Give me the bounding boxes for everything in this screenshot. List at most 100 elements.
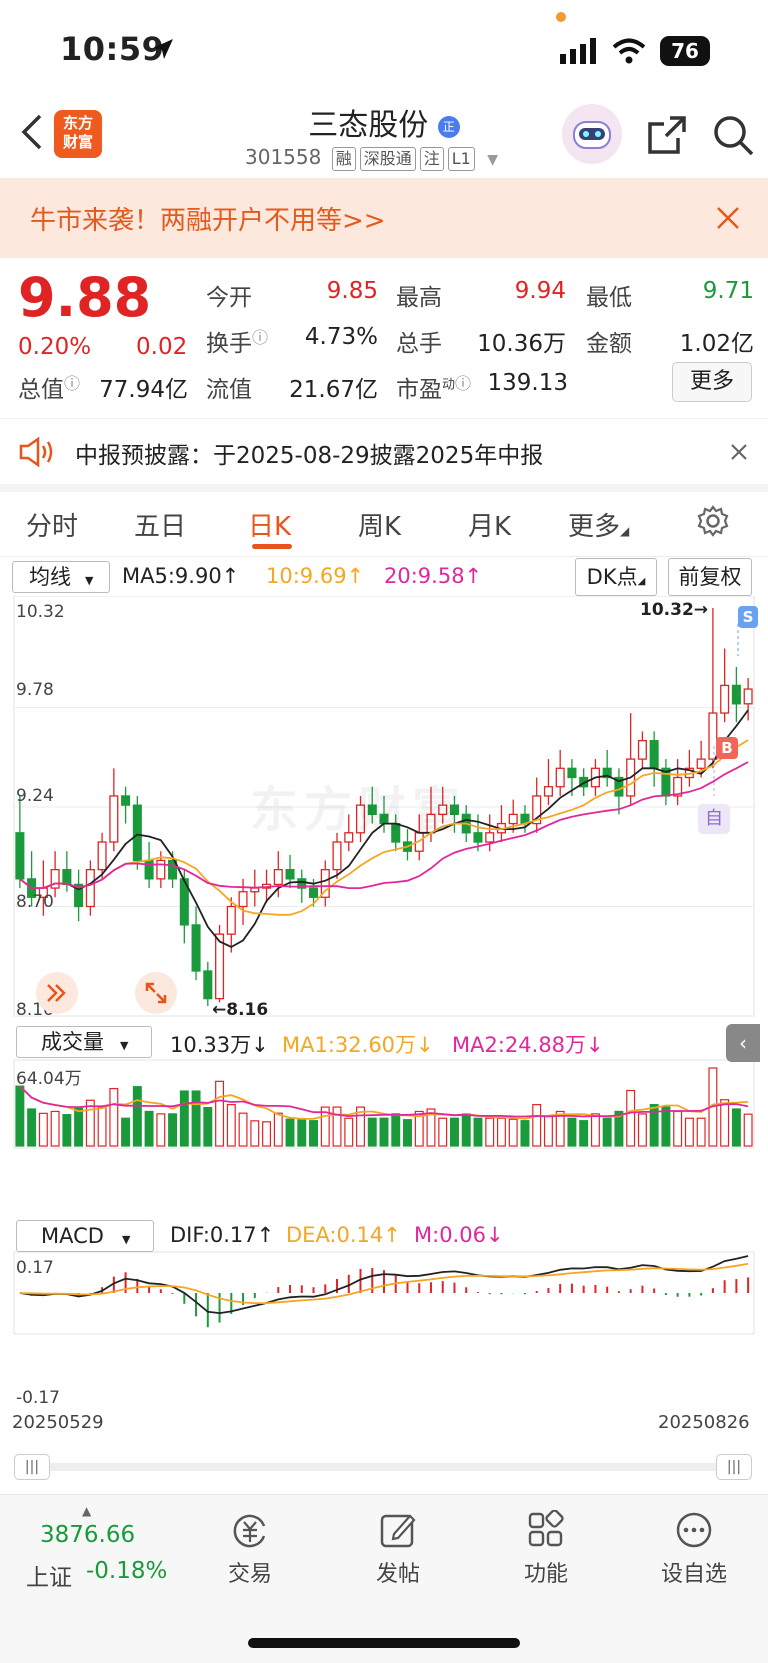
change-pct: 0.20% [18, 334, 92, 360]
y-label-1: 10.32 [16, 602, 65, 622]
sell-marker[interactable]: S [738, 606, 758, 628]
min-price-label: ←8.16 [212, 1000, 269, 1020]
volume-bar [579, 1120, 589, 1147]
float-label: 流值 [206, 377, 252, 403]
candle-body [250, 887, 260, 893]
macd-select-label: MACD [41, 1224, 104, 1248]
fullscreen-icon[interactable] [135, 972, 177, 1014]
volume-bar [637, 1113, 647, 1147]
index-value[interactable]: 3876.66 [40, 1522, 136, 1548]
robot-assistant-icon[interactable] [562, 104, 622, 164]
trade-label: 交易 [227, 1562, 272, 1587]
macd-panel-frame [13, 1251, 755, 1335]
volume-bar [743, 1113, 753, 1147]
volume-bar [391, 1113, 401, 1147]
close-icon[interactable] [716, 206, 740, 234]
index-change[interactable]: -0.18% [86, 1558, 168, 1584]
volume-bar [38, 1112, 48, 1147]
low-label: 最低 [586, 285, 632, 311]
volume-bar [320, 1106, 330, 1147]
post-button[interactable]: 发帖 [348, 1510, 448, 1588]
candle-body [74, 883, 84, 908]
candle-body [85, 868, 95, 908]
volume-bar [121, 1117, 131, 1147]
promo-banner-text[interactable]: 牛市来袭！两融开户不用等>> [30, 206, 386, 236]
search-icon[interactable] [712, 114, 756, 162]
volume-bar [438, 1117, 448, 1147]
range-handle-right[interactable]: ||| [716, 1454, 752, 1480]
tag-margin: 融 [331, 147, 356, 171]
volume-bar [731, 1108, 741, 1147]
self-marker[interactable]: 自 [698, 804, 730, 834]
tab-weekly-k[interactable]: 周K [358, 512, 402, 542]
share-icon[interactable] [646, 114, 688, 160]
volume-bar [262, 1121, 272, 1147]
candle-body [297, 878, 307, 889]
start-date: 20250529 [12, 1412, 104, 1433]
add-watchlist-button[interactable]: 设自选 [644, 1510, 744, 1588]
candle-body [97, 841, 107, 871]
stock-name-text: 三态股份 [308, 108, 429, 143]
candle-body [543, 786, 553, 797]
ma-select[interactable]: 均线 ▼ [12, 561, 110, 593]
max-price-label: 10.32→ [640, 600, 709, 620]
candle-body [273, 868, 283, 886]
volume-bar [50, 1110, 60, 1147]
battery-level: 76 [671, 39, 699, 63]
candle-body [473, 832, 483, 843]
index-name[interactable]: 上证 [26, 1565, 72, 1591]
tab-more[interactable]: 更多◢ [568, 506, 629, 543]
expand-left-button[interactable] [36, 972, 78, 1014]
title-badge: 正 [437, 115, 460, 138]
low-value: 9.71 [702, 278, 754, 304]
candle-body [731, 684, 741, 705]
trade-icon [233, 1514, 266, 1548]
volume-bar [132, 1086, 142, 1147]
open-label: 今开 [206, 285, 252, 311]
chevron-down-icon[interactable]: ▼ [487, 152, 498, 168]
volume-bar [285, 1118, 295, 1147]
candle-body [649, 740, 659, 769]
macd-select[interactable]: MACD ▼ [16, 1220, 154, 1252]
volume-select[interactable]: 成交量 ▼ [16, 1026, 152, 1058]
notice-text[interactable]: 中报预披露：于2025-08-29披露2025年中报 [75, 443, 544, 469]
volume-bar [74, 1107, 84, 1147]
tab-five-day[interactable]: 五日 [134, 512, 187, 542]
mktcap-value: 77.94亿 [99, 377, 188, 403]
tab-intraday[interactable]: 分时 [26, 512, 79, 542]
more-button[interactable]: 更多 [672, 362, 752, 402]
buy-marker[interactable]: B [716, 737, 738, 759]
promo-banner[interactable] [0, 178, 768, 258]
turnover-label: 换手ⓘ [206, 324, 268, 358]
volume-bar [403, 1119, 412, 1147]
divider [0, 484, 768, 492]
close-icon[interactable] [730, 443, 748, 465]
volume-bar [238, 1112, 248, 1147]
tab-daily-k[interactable]: 日K [248, 512, 292, 542]
range-handle-left[interactable]: ||| [14, 1454, 50, 1480]
candle-body [555, 767, 565, 788]
settings-icon[interactable] [696, 504, 730, 542]
back-icon[interactable] [18, 112, 44, 156]
volume-bar [614, 1110, 624, 1147]
volume-bar [97, 1106, 107, 1147]
info-icon[interactable]: ⓘ [252, 328, 269, 347]
ma10-value: 10:9.69↑ [266, 564, 365, 588]
mktcap-label: 总值ⓘ [18, 370, 80, 404]
candle-body [109, 795, 119, 843]
info-icon[interactable]: ⓘ [64, 374, 81, 393]
watermark: 东方财富 [250, 782, 467, 838]
collapse-panel-button[interactable]: ‹ [726, 1024, 760, 1062]
trade-button[interactable]: 交易 [200, 1510, 300, 1588]
info-icon[interactable]: ⓘ [455, 374, 472, 393]
range-scrollbar[interactable] [30, 1463, 730, 1471]
dk-button[interactable]: DK点◢ [575, 558, 657, 596]
adjust-button[interactable]: 前复权 [668, 558, 752, 596]
function-button[interactable]: 功能 [496, 1509, 596, 1588]
tab-monthly-k[interactable]: 月K [468, 512, 512, 542]
volume-bar [684, 1117, 694, 1147]
pe-sup: 动 [442, 377, 456, 393]
volume-bar [555, 1110, 565, 1147]
kline-chart[interactable] [0, 596, 768, 1466]
ma20-line [19, 761, 749, 890]
